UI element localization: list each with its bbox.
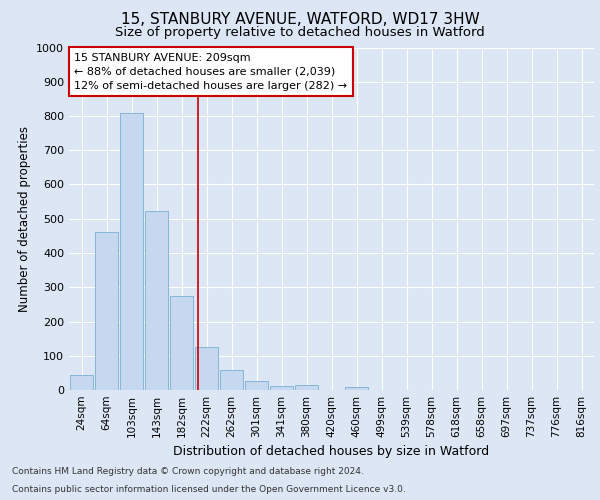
- Text: 15 STANBURY AVENUE: 209sqm
← 88% of detached houses are smaller (2,039)
12% of s: 15 STANBURY AVENUE: 209sqm ← 88% of deta…: [74, 52, 347, 90]
- Bar: [245, 382, 268, 390]
- Bar: [295, 385, 318, 390]
- Text: Contains HM Land Registry data © Crown copyright and database right 2024.: Contains HM Land Registry data © Crown c…: [12, 467, 364, 476]
- Bar: [345, 386, 368, 390]
- Bar: [95, 232, 118, 390]
- Bar: [195, 347, 218, 390]
- X-axis label: Distribution of detached houses by size in Watford: Distribution of detached houses by size …: [173, 446, 490, 458]
- Text: Size of property relative to detached houses in Watford: Size of property relative to detached ho…: [115, 26, 485, 39]
- Bar: [120, 112, 143, 390]
- Text: Contains public sector information licensed under the Open Government Licence v3: Contains public sector information licen…: [12, 485, 406, 494]
- Text: 15, STANBURY AVENUE, WATFORD, WD17 3HW: 15, STANBURY AVENUE, WATFORD, WD17 3HW: [121, 12, 479, 28]
- Bar: [170, 296, 193, 390]
- Bar: [220, 370, 243, 390]
- Bar: [270, 386, 293, 390]
- Bar: [145, 211, 168, 390]
- Bar: [70, 374, 93, 390]
- Y-axis label: Number of detached properties: Number of detached properties: [17, 126, 31, 312]
